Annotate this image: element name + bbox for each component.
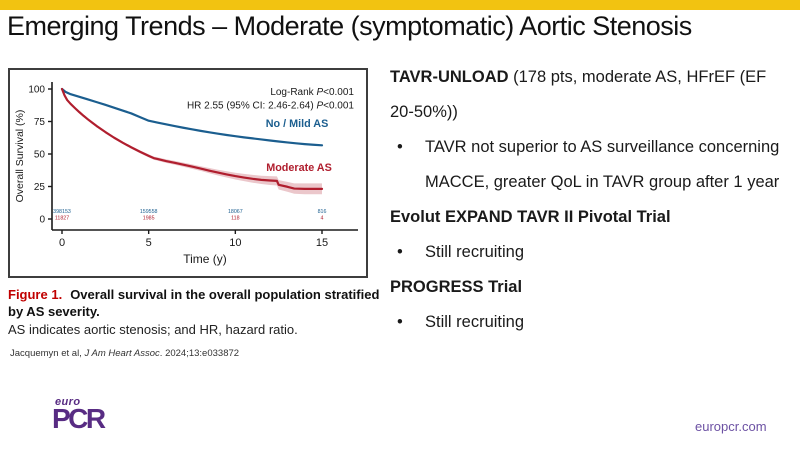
svg-text:5: 5 bbox=[146, 237, 152, 249]
svg-text:25: 25 bbox=[34, 182, 46, 193]
svg-text:0: 0 bbox=[39, 215, 45, 226]
svg-text:75: 75 bbox=[34, 117, 46, 128]
bullet-icon: • bbox=[397, 138, 403, 156]
svg-text:15: 15 bbox=[316, 237, 328, 249]
trial-detail: (178 pts, moderate AS, HFrEF (EF 20-50%)… bbox=[390, 68, 767, 121]
citation-journal: J Am Heart Assoc bbox=[84, 348, 160, 359]
bullet-item-evolut-status: • Still recruiting bbox=[390, 235, 794, 270]
bullet-icon: • bbox=[397, 243, 403, 261]
svg-text:10: 10 bbox=[229, 237, 241, 249]
svg-text:1985: 1985 bbox=[143, 216, 155, 222]
title-accent-bar bbox=[0, 0, 800, 10]
figure-caption-bold-text: Overall survival in the overall populati… bbox=[8, 287, 380, 319]
citation-authors: Jacquemyn et al, bbox=[10, 348, 85, 359]
svg-text:HR 2.55 (95% CI: 2.46-2.64) P: HR 2.55 (95% CI: 2.46-2.64) P<0.001 bbox=[187, 101, 354, 112]
bullet-icon: • bbox=[397, 313, 403, 331]
trial-name: TAVR-UNLOAD bbox=[390, 68, 509, 86]
svg-text:159558: 159558 bbox=[140, 209, 158, 215]
bullet-item-progress-status: • Still recruiting bbox=[390, 305, 794, 340]
trial-heading-tavr-unload: TAVR-UNLOAD (178 pts, moderate AS, HFrEF… bbox=[390, 60, 794, 130]
bullet-text: TAVR not superior to AS surveillance con… bbox=[425, 138, 780, 191]
figure-caption: Figure 1. Overall survival in the overall… bbox=[8, 287, 388, 320]
svg-text:0: 0 bbox=[59, 237, 65, 249]
trial-heading-progress: PROGRESS Trial bbox=[390, 270, 794, 305]
svg-text:Time (y): Time (y) bbox=[183, 252, 227, 266]
page-title: Emerging Trends – Moderate (symptomatic)… bbox=[7, 11, 692, 41]
figure-caption-label: Figure 1. bbox=[8, 287, 63, 302]
km-survival-chart: 0 25 50 75 100 0 5 10 15 Time (y) Overall Survival… bbox=[14, 82, 358, 266]
svg-text:118: 118 bbox=[231, 216, 239, 222]
citation: Jacquemyn et al, J Am Heart Assoc. 2024;… bbox=[10, 348, 390, 359]
europcr-logo: euro PCR bbox=[52, 396, 106, 434]
svg-text:816: 816 bbox=[318, 209, 327, 215]
chart-panel: 0 25 50 75 100 0 5 10 15 Time (y) Overall Survival… bbox=[8, 68, 368, 278]
svg-text:Log-Rank P<0.001: Log-Rank P<0.001 bbox=[270, 87, 354, 98]
citation-ref: . 2024;13:e033872 bbox=[159, 348, 240, 359]
logo-pcr-text: PCR bbox=[52, 403, 106, 434]
svg-text:4: 4 bbox=[321, 216, 324, 222]
svg-text:398153: 398153 bbox=[53, 209, 71, 215]
trial-heading-evolut-expand: Evolut EXPAND TAVR II Pivotal Trial bbox=[390, 200, 794, 235]
logo-euro-text: euro bbox=[55, 396, 81, 408]
figure-caption-note: AS indicates aortic stenosis; and HR, ha… bbox=[8, 322, 298, 337]
svg-text:No / Mild AS: No / Mild AS bbox=[266, 118, 329, 130]
trials-text-panel: TAVR-UNLOAD (178 pts, moderate AS, HFrEF… bbox=[390, 60, 794, 340]
europcr-link[interactable]: europcr.com bbox=[695, 419, 767, 434]
bullet-item-tavr-result: • TAVR not superior to AS surveillance co… bbox=[390, 130, 794, 200]
svg-text:11827: 11827 bbox=[55, 216, 69, 222]
svg-text:18067: 18067 bbox=[228, 209, 243, 215]
bullet-text: Still recruiting bbox=[425, 313, 525, 331]
trial-name: Evolut EXPAND TAVR II Pivotal Trial bbox=[390, 208, 671, 226]
trial-name: PROGRESS Trial bbox=[390, 278, 523, 296]
svg-text:Overall Survival (%): Overall Survival (%) bbox=[14, 110, 26, 203]
svg-text:100: 100 bbox=[28, 85, 45, 96]
svg-text:Moderate AS: Moderate AS bbox=[266, 162, 332, 174]
bullet-text: Still recruiting bbox=[425, 243, 525, 261]
svg-text:50: 50 bbox=[34, 150, 46, 161]
